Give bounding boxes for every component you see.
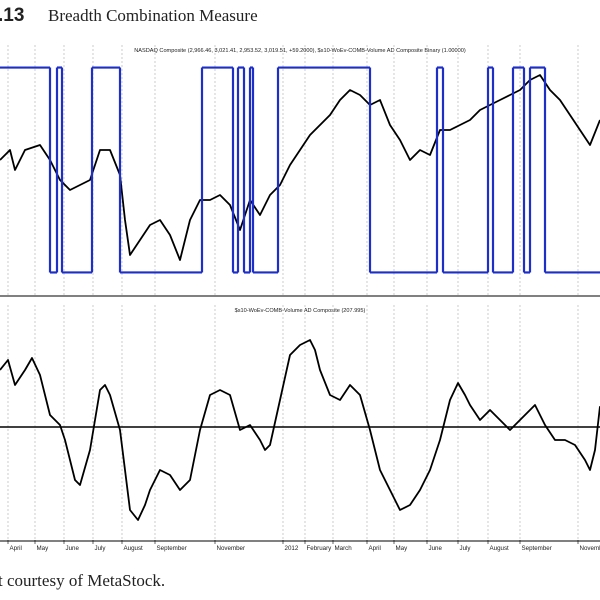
x-tick-label: July — [460, 545, 472, 552]
x-tick-label: June — [429, 545, 443, 552]
x-tick-label: May — [37, 545, 50, 552]
x-tick-label: June — [66, 545, 80, 552]
figure-label: .13 — [0, 5, 24, 26]
x-tick-label: March — [335, 545, 353, 552]
series-line — [0, 74, 600, 261]
panel-title: $s10-WoEv-COMB-Volume AD Composite (207.… — [235, 308, 366, 314]
x-tick-label: September — [522, 545, 552, 552]
x-tick-label: May — [396, 545, 409, 552]
x-tick-label: August — [124, 545, 144, 552]
x-tick-label: September — [157, 545, 187, 552]
panel-title: NASDAQ Composite (2,966.46, 3,021.41, 2,… — [134, 48, 466, 54]
series-line — [0, 339, 600, 521]
x-tick-label: April — [10, 545, 22, 552]
x-tick-label: November — [580, 545, 600, 552]
figure-credit: t courtesy of MetaStock. — [0, 571, 165, 590]
x-tick-label: February — [307, 545, 333, 552]
x-tick-label: August — [490, 545, 510, 552]
x-tick-label: November — [217, 545, 246, 552]
figure-title: Breadth Combination Measure — [48, 6, 258, 25]
x-tick-label: 2012 — [285, 545, 299, 552]
x-tick-label: July — [95, 545, 107, 552]
x-tick-label: April — [369, 545, 381, 552]
